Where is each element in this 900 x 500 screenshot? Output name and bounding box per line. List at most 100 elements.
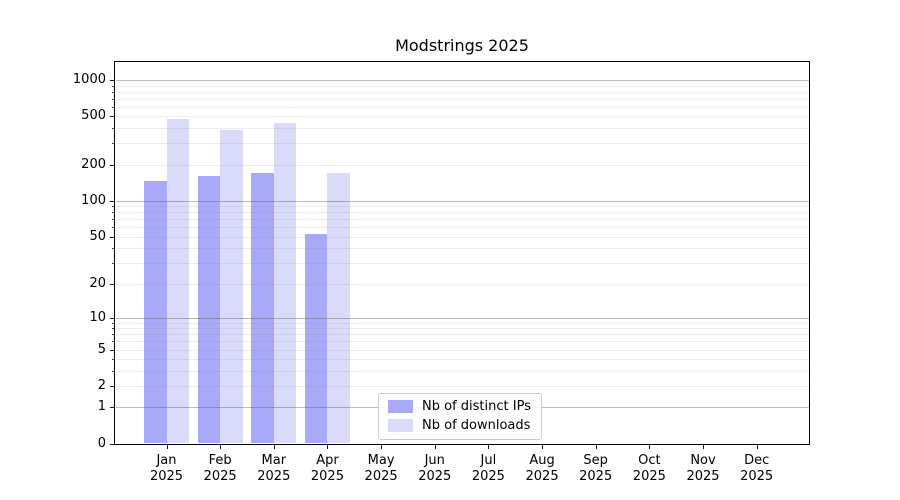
x-tick-mark <box>488 444 490 449</box>
gridline-major <box>115 200 809 202</box>
gridline-minor <box>115 349 809 351</box>
y-tick-mark <box>110 80 114 81</box>
bar-distinct-ips-jan <box>144 180 167 444</box>
gridline-minor <box>115 106 809 108</box>
legend-label-downloads: Nb of downloads <box>422 418 531 433</box>
y-tick-label: 20 <box>89 275 106 291</box>
gridline-minor <box>115 164 809 166</box>
x-tick-mark <box>434 444 436 449</box>
x-tick-label: Sep 2025 <box>564 453 628 485</box>
bar-downloads-mar <box>273 123 297 444</box>
y-tick-label: 100 <box>81 192 106 208</box>
gridline-minor <box>115 341 809 343</box>
x-tick-year: 2025 <box>740 469 774 484</box>
gridline-minor <box>115 219 809 221</box>
legend-swatch-distinct-ips <box>388 400 413 413</box>
x-tick-label: Jan 2025 <box>135 453 199 485</box>
x-tick-label: Aug 2025 <box>510 453 574 485</box>
x-tick-mark <box>381 444 383 449</box>
gridline-minor <box>115 370 809 372</box>
y-tick-mark <box>110 317 114 319</box>
x-tick-label: Mar 2025 <box>242 453 306 485</box>
x-tick-month: Jun <box>424 453 445 468</box>
y-tick-label: 1000 <box>72 72 106 87</box>
x-tick-mark <box>649 444 651 449</box>
gridline-minor <box>115 116 809 118</box>
x-tick-month: Sep <box>583 453 608 468</box>
gridline-minor <box>115 263 809 265</box>
x-tick-label: Jul 2025 <box>456 453 520 485</box>
bar-downloads-feb <box>220 129 243 444</box>
x-tick-month: Apr <box>316 453 339 468</box>
gridline-minor <box>115 212 809 214</box>
x-tick-month: May <box>367 453 395 468</box>
gridline-minor <box>115 359 809 361</box>
bar-distinct-ips-mar <box>251 173 274 444</box>
x-tick-year: 2025 <box>310 469 344 484</box>
gridline-minor <box>115 386 809 388</box>
y-tick-mark <box>110 283 114 285</box>
gridline-minor <box>115 322 809 324</box>
y-tick-mark <box>110 407 114 409</box>
x-tick-month: Feb <box>208 453 232 468</box>
x-tick-year: 2025 <box>257 469 291 484</box>
y-tick-mark <box>110 200 114 202</box>
legend-item-downloads: Nb of downloads <box>388 418 531 433</box>
x-tick-label: Nov 2025 <box>671 453 735 485</box>
x-tick-label: Dec 2025 <box>725 453 789 485</box>
x-tick-year: 2025 <box>579 469 613 484</box>
gridline-major <box>115 80 809 81</box>
y-tick-label: 1 <box>97 399 106 415</box>
legend-swatch-downloads <box>388 419 413 432</box>
x-tick-mark <box>327 444 329 449</box>
y-tick-mark <box>110 236 114 238</box>
x-tick-month: Aug <box>529 453 555 468</box>
y-tick-label: 200 <box>81 156 106 172</box>
gridline-minor <box>115 283 809 285</box>
x-tick-mark <box>273 444 275 449</box>
y-tick-mark <box>110 444 114 445</box>
x-tick-month: Jan <box>156 453 177 468</box>
y-minor-tick-mark <box>112 341 114 343</box>
x-tick-month: Nov <box>690 453 716 468</box>
gridline-minor <box>115 334 809 336</box>
x-tick-month: Dec <box>744 453 770 468</box>
spine-bottom <box>114 443 810 445</box>
y-tick-label: 2 <box>97 378 106 394</box>
gridline-minor <box>115 227 809 229</box>
bar-downloads-apr <box>327 173 350 444</box>
x-tick-mark <box>756 444 758 449</box>
y-minor-tick-mark <box>112 334 114 336</box>
gridline-minor <box>115 206 809 208</box>
chart-title: Modstrings 2025 <box>395 36 529 55</box>
bar-distinct-ips-feb <box>197 175 221 444</box>
x-tick-month: Mar <box>261 453 287 468</box>
y-tick-mark <box>110 164 114 166</box>
y-minor-tick-mark <box>112 106 114 108</box>
x-tick-mark <box>542 444 544 449</box>
legend-label-distinct-ips: Nb of distinct IPs <box>422 399 531 414</box>
x-tick-mark <box>220 444 222 449</box>
x-tick-mark <box>703 444 704 449</box>
x-tick-year: 2025 <box>364 469 398 484</box>
gridline-minor <box>115 128 809 130</box>
gridline-minor <box>115 248 809 250</box>
y-tick-label: 0 <box>97 436 106 451</box>
spine-left <box>114 60 116 445</box>
y-tick-mark <box>110 349 114 351</box>
x-tick-year: 2025 <box>525 469 559 484</box>
spine-top <box>114 60 810 62</box>
x-tick-month: Jul <box>480 453 497 468</box>
gridline-minor <box>115 236 809 238</box>
x-tick-year: 2025 <box>632 469 666 484</box>
y-minor-tick-mark <box>112 322 114 324</box>
y-tick-mark <box>110 116 114 118</box>
y-minor-tick-mark <box>112 212 114 214</box>
x-tick-mark <box>166 444 168 449</box>
y-tick-mark <box>110 386 114 388</box>
gridline-minor <box>115 91 809 93</box>
y-minor-tick-mark <box>112 143 114 145</box>
x-tick-label: Feb 2025 <box>188 453 252 485</box>
x-tick-label: May 2025 <box>349 453 413 485</box>
